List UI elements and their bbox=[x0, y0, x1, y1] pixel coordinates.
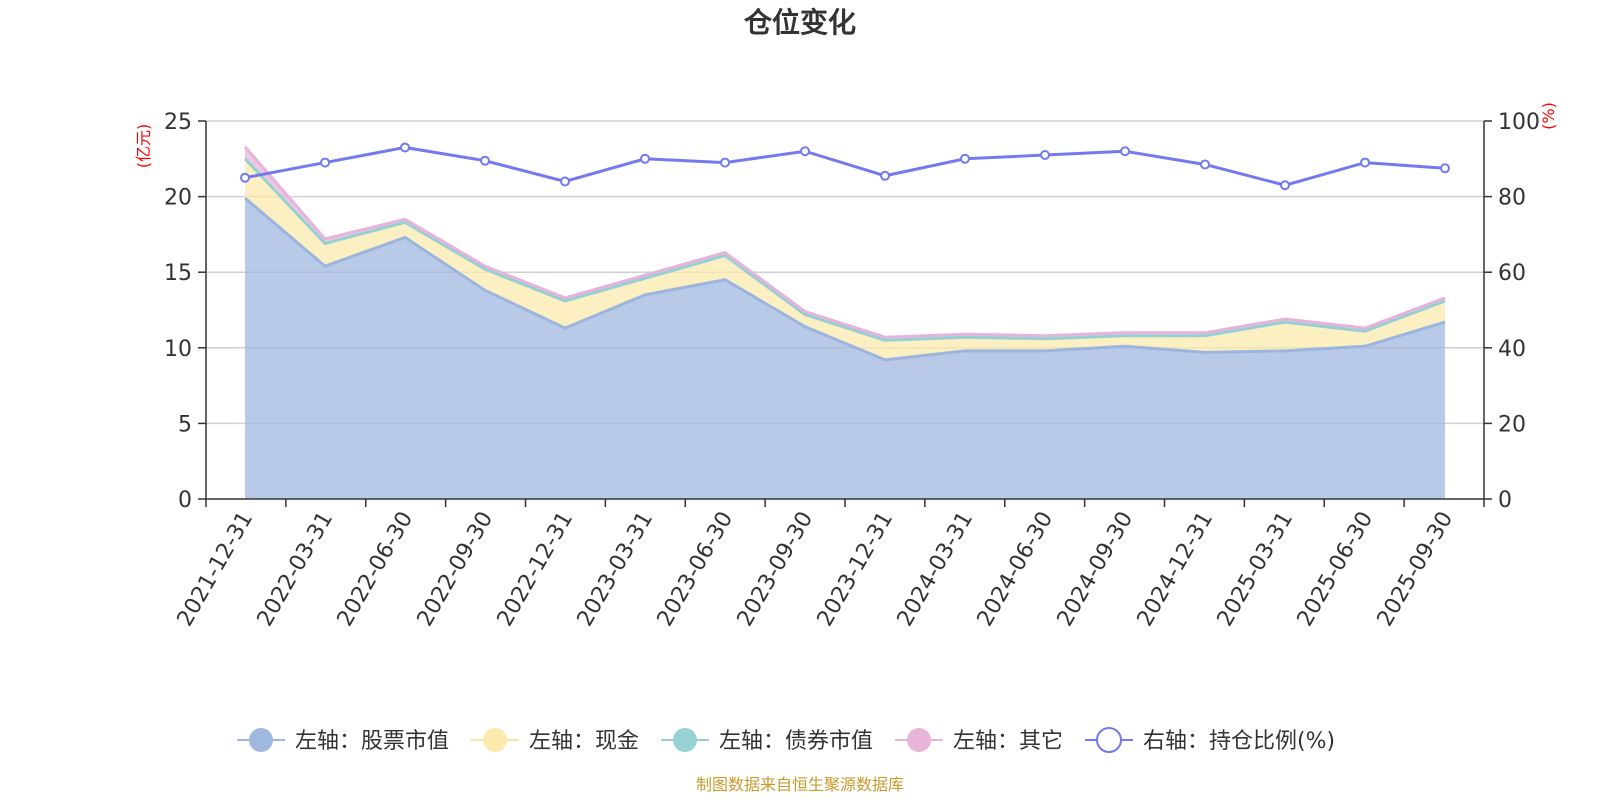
ratio-point-2024-09-30[interactable] bbox=[1120, 146, 1130, 157]
ratio-point-2022-06-30[interactable] bbox=[400, 142, 410, 153]
ratio-point-2025-09-30[interactable] bbox=[1440, 163, 1450, 174]
legend: 左轴：股票市值 左轴：现金 左轴：债券市值 左轴：其它 右轴：持仓比例(%) bbox=[237, 727, 1335, 754]
ratio-point-2022-03-31[interactable] bbox=[320, 157, 330, 168]
ratio-point-2024-06-30[interactable] bbox=[1040, 150, 1050, 161]
right-tick-label-60: 60 bbox=[1498, 261, 1526, 286]
ratio-point-2023-09-30[interactable] bbox=[800, 146, 810, 157]
left-axis-unit: (亿元) bbox=[134, 124, 153, 169]
left-tick-label-0: 0 bbox=[178, 488, 192, 513]
legend-circle-icon bbox=[483, 728, 507, 752]
right-tick-label-20: 20 bbox=[1498, 412, 1526, 437]
ratio-line bbox=[244, 145, 1446, 187]
ratio-point-2025-06-30[interactable] bbox=[1360, 157, 1370, 168]
x-tick-label-2023-12-31: 2023-12-31 bbox=[813, 508, 899, 631]
x-tick-label-2024-12-31: 2024-12-31 bbox=[1133, 508, 1219, 631]
right-tick-label-100: 100 bbox=[1498, 110, 1540, 135]
area-series-3-edge bbox=[243, 157, 1446, 342]
data-source-note: 制图数据来自恒生聚源数据库 bbox=[696, 775, 904, 794]
x-tick-label-2022-09-30: 2022-09-30 bbox=[413, 508, 499, 631]
x-tick-label-2022-06-30: 2022-06-30 bbox=[333, 508, 419, 631]
left-tick-label-10: 10 bbox=[164, 337, 192, 362]
area-series-1-edge bbox=[244, 196, 1446, 362]
ratio-point-2024-03-31[interactable] bbox=[960, 153, 970, 164]
legend-circle-icon bbox=[249, 728, 273, 752]
ratio-point-2023-03-31[interactable] bbox=[640, 153, 650, 164]
x-tick-label-2023-03-31: 2023-03-31 bbox=[573, 508, 659, 631]
ratio-point-2021-12-31[interactable] bbox=[240, 172, 250, 183]
x-tick-label-2022-03-31: 2022-03-31 bbox=[253, 508, 339, 631]
area-series-4-edge bbox=[243, 145, 1446, 339]
left-tick-label-25: 25 bbox=[164, 110, 192, 135]
position-ratio-line bbox=[240, 142, 1450, 191]
legend-circle-icon bbox=[907, 728, 931, 752]
x-tick-label-2025-06-30: 2025-06-30 bbox=[1293, 508, 1379, 631]
stacked-areas bbox=[243, 145, 1446, 499]
x-tick-label-2022-12-31: 2022-12-31 bbox=[493, 508, 579, 631]
ratio-point-2023-06-30[interactable] bbox=[720, 157, 730, 168]
ratio-point-2023-12-31[interactable] bbox=[880, 170, 890, 181]
ratio-point-2022-09-30[interactable] bbox=[480, 155, 490, 166]
left-tick-label-20: 20 bbox=[164, 186, 192, 211]
right-tick-label-40: 40 bbox=[1498, 337, 1526, 362]
right-tick-label-80: 80 bbox=[1498, 186, 1526, 211]
ratio-point-2024-12-31[interactable] bbox=[1200, 159, 1210, 170]
legend-item-1[interactable]: 左轴：股票市值 bbox=[237, 728, 449, 754]
left-tick-label-5: 5 bbox=[178, 412, 192, 437]
legend-item-4[interactable]: 左轴：其它 bbox=[895, 728, 1063, 754]
legend-label: 左轴：现金 bbox=[529, 729, 639, 754]
legend-item-2[interactable]: 左轴：现金 bbox=[471, 728, 639, 754]
x-tick-label-2024-09-30: 2024-09-30 bbox=[1053, 508, 1139, 631]
legend-label: 右轴：持仓比例(%) bbox=[1143, 729, 1335, 754]
x-tick-label-2023-09-30: 2023-09-30 bbox=[733, 508, 819, 631]
x-tick-label-2025-03-31: 2025-03-31 bbox=[1213, 508, 1299, 631]
x-tick-label-2024-03-31: 2024-03-31 bbox=[893, 508, 979, 631]
ratio-point-2025-03-31[interactable] bbox=[1280, 180, 1290, 191]
legend-label: 左轴：其它 bbox=[953, 729, 1063, 754]
x-tick-label-2025-09-30: 2025-09-30 bbox=[1373, 508, 1459, 631]
area-series-1 bbox=[245, 198, 1445, 499]
x-tick-label-2023-06-30: 2023-06-30 bbox=[653, 508, 739, 631]
ratio-point-2022-12-31[interactable] bbox=[560, 176, 570, 187]
legend-item-3[interactable]: 左轴：债券市值 bbox=[661, 728, 873, 754]
left-tick-label-15: 15 bbox=[164, 261, 192, 286]
area-series-2 bbox=[245, 158, 1445, 360]
right-axis-unit: (%) bbox=[1539, 102, 1558, 130]
legend-circle-icon bbox=[673, 728, 697, 752]
legend-label: 左轴：债券市值 bbox=[719, 729, 873, 754]
chart-title: 仓位变化 bbox=[744, 6, 856, 39]
legend-hollow-circle-icon bbox=[1096, 727, 1122, 753]
right-tick-label-0: 0 bbox=[1498, 488, 1512, 513]
legend-item-5[interactable]: 右轴：持仓比例(%) bbox=[1085, 727, 1335, 754]
legend-label: 左轴：股票市值 bbox=[295, 729, 449, 754]
x-tick-label-2024-06-30: 2024-06-30 bbox=[973, 508, 1059, 631]
x-tick-label-2021-12-31: 2021-12-31 bbox=[173, 508, 259, 631]
